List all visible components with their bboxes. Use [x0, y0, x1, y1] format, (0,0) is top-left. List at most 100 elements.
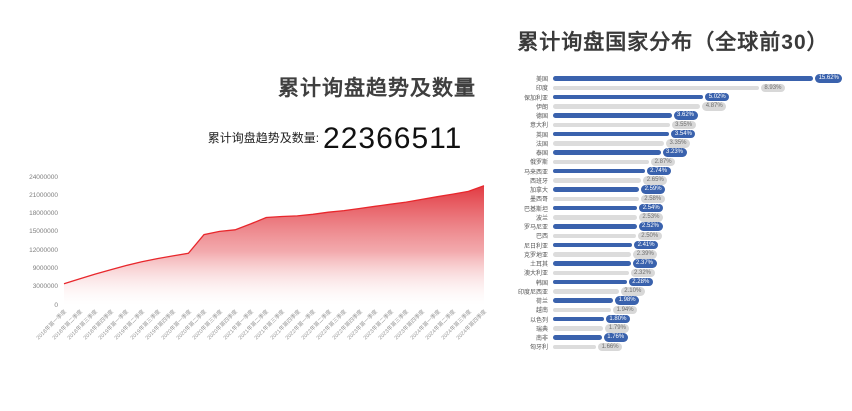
y-axis-tick-label: 24000000	[29, 173, 58, 181]
area-series	[63, 185, 485, 305]
country-bar[interactable]	[553, 85, 759, 91]
country-bar[interactable]	[553, 298, 614, 303]
bar-row[interactable]: 西班牙 2.65%	[500, 176, 848, 185]
country-bar[interactable]	[553, 104, 701, 109]
country-bar[interactable]	[553, 289, 619, 294]
bar-row[interactable]: 克罗地亚 2.39%	[500, 250, 848, 259]
country-bar[interactable]	[553, 270, 629, 276]
bar-row[interactable]: 美国 15.62%	[500, 74, 848, 83]
country-label: 巴基斯坦	[523, 206, 548, 213]
country-label: 俄罗斯	[529, 160, 548, 167]
country-bar[interactable]	[553, 344, 597, 350]
bar-row[interactable]: 荷兰 1.98%	[500, 296, 848, 305]
bar-row[interactable]: 墨西哥 2.58%	[500, 194, 848, 203]
country-bar[interactable]	[553, 224, 637, 229]
bar-row[interactable]: 波兰 2.53%	[500, 213, 848, 222]
country-bar-chart: 美国 15.62% 印度 8.93% 保加利亚 5.02% 伊朗 4.87% 德国 3.62% 意大…	[500, 74, 848, 352]
value-badge: 2.28%	[628, 277, 653, 287]
country-label: 泰国	[535, 151, 548, 158]
country-label: 南非	[535, 336, 548, 343]
y-axis-tick-label: 12000000	[29, 246, 58, 254]
y-axis-tick-label: 3000000	[32, 283, 58, 291]
bar-row[interactable]: 澳大利亚 2.32%	[500, 268, 848, 277]
country-label: 英国	[535, 132, 548, 139]
bar-row[interactable]: 巴西 2.50%	[500, 231, 848, 240]
bar-row[interactable]: 保加利亚 5.02%	[500, 92, 848, 102]
trend-area-chart[interactable]: 24000000 21000000 18000000 15000000 12000000…	[14, 168, 492, 373]
bar-row[interactable]: 瑞典 1.79%	[500, 324, 848, 333]
country-bar[interactable]	[553, 233, 636, 239]
bar-row[interactable]: 印度尼西亚 2.10%	[500, 287, 848, 296]
bar-row[interactable]: 伊朗 4.87%	[500, 102, 848, 111]
country-chart-title: 累计询盘国家分布（全球前30）	[517, 31, 829, 54]
bar-row[interactable]: 以色列 1.80%	[500, 314, 848, 324]
country-bar[interactable]	[553, 242, 633, 248]
country-label: 美国	[535, 77, 548, 84]
bar-row[interactable]: 马来西亚 2.74%	[500, 166, 848, 176]
bar-row[interactable]: 越南 1.94%	[500, 305, 848, 314]
country-bar[interactable]	[553, 307, 612, 313]
country-label: 荷兰	[535, 299, 548, 306]
country-bar[interactable]	[553, 113, 672, 118]
value-badge: 1.66%	[598, 342, 623, 352]
country-bar[interactable]	[553, 279, 627, 285]
value-badge: 2.59%	[641, 185, 666, 194]
country-bar[interactable]	[553, 159, 650, 165]
country-label: 瑞典	[535, 326, 548, 333]
bar-row[interactable]: 印度 8.93%	[500, 83, 848, 92]
country-bar[interactable]	[553, 94, 704, 100]
area-line	[63, 185, 485, 285]
value-badge: 1.94%	[613, 305, 638, 315]
trend-stat-value: 22366511	[323, 122, 463, 155]
country-bar[interactable]	[553, 261, 631, 266]
bar-row[interactable]: 英国 3.54%	[500, 129, 848, 139]
bar-row[interactable]: 德国 3.62%	[500, 111, 848, 120]
country-bar[interactable]	[553, 335, 602, 340]
bar-row[interactable]: 韩国 2.28%	[500, 277, 848, 287]
bar-row[interactable]: 泰国 3.23%	[500, 148, 848, 157]
country-bar[interactable]	[553, 131, 670, 137]
bar-row[interactable]: 意大利 3.55%	[500, 120, 848, 129]
country-label: 德国	[535, 114, 548, 121]
country-label: 克罗地亚	[523, 252, 548, 259]
country-label: 越南	[535, 308, 548, 315]
trend-stat-label: 累计询盘趋势及数量:	[207, 131, 320, 145]
bar-row[interactable]: 法国 3.35%	[500, 139, 848, 148]
country-label: 巴西	[535, 234, 548, 241]
value-badge: 2.41%	[634, 240, 659, 250]
country-bar[interactable]	[553, 215, 637, 220]
country-bar[interactable]	[553, 76, 814, 81]
value-badge: 3.55%	[671, 120, 696, 130]
bar-row[interactable]: 俄罗斯 2.87%	[500, 157, 848, 166]
value-badge: 2.52%	[638, 222, 663, 231]
bar-row[interactable]: 南非 1.76%	[500, 333, 848, 342]
value-badge: 8.93%	[760, 83, 785, 93]
y-axis-tick-label: 0	[54, 301, 58, 309]
country-bar[interactable]	[553, 316, 604, 322]
value-badge: 3.62%	[673, 111, 698, 120]
country-label: 罗马尼亚	[523, 225, 548, 232]
country-bar[interactable]	[553, 178, 642, 183]
country-bar[interactable]	[553, 187, 640, 192]
country-label: 澳大利亚	[523, 271, 548, 278]
bar-row[interactable]: 加拿大 2.59%	[500, 185, 848, 194]
country-bar[interactable]	[553, 205, 638, 211]
country-bar[interactable]	[553, 168, 645, 174]
country-bar[interactable]	[553, 252, 632, 257]
bar-row[interactable]: 巴基斯坦 2.54%	[500, 203, 848, 213]
bar-row[interactable]: 尼日利亚 2.41%	[500, 240, 848, 250]
country-bar[interactable]	[553, 150, 661, 155]
bar-row[interactable]: 罗马尼亚 2.52%	[500, 222, 848, 231]
value-badge: 5.02%	[705, 92, 730, 102]
trend-stat: 累计询盘趋势及数量: 22366511	[170, 122, 500, 156]
country-bar[interactable]	[553, 141, 664, 146]
country-bar[interactable]	[553, 326, 604, 331]
country-bar[interactable]	[553, 122, 670, 128]
y-axis-tick-label: 15000000	[29, 228, 58, 236]
country-bar[interactable]	[553, 196, 639, 202]
country-label: 以色列	[529, 317, 548, 324]
value-badge: 3.23%	[662, 148, 687, 157]
country-label: 加拿大	[529, 188, 548, 195]
bar-row[interactable]: 匈牙利 1.66%	[500, 342, 848, 351]
bar-row[interactable]: 土耳其 2.37%	[500, 259, 848, 268]
